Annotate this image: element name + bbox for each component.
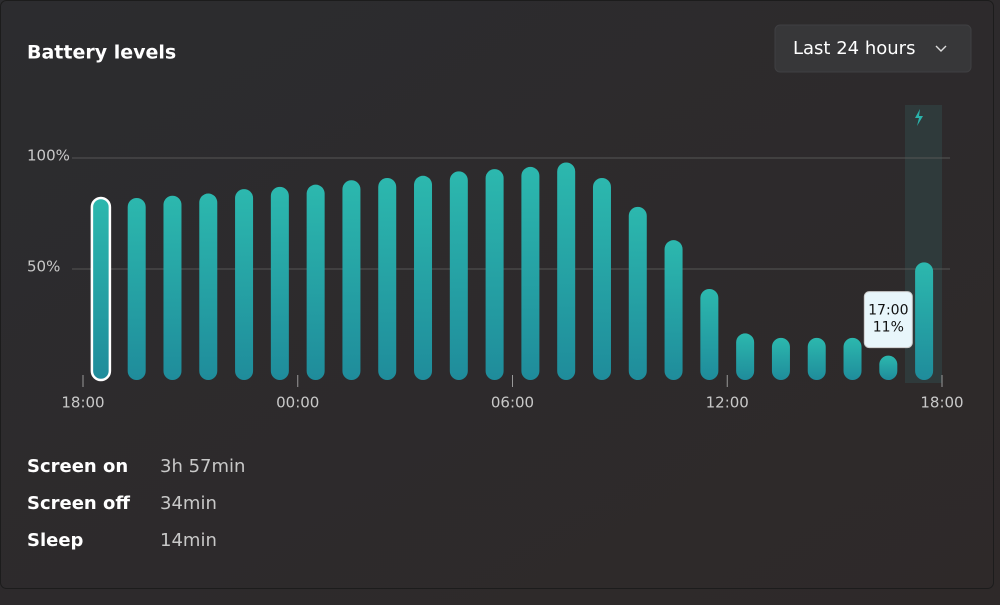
bar: [127, 197, 146, 380]
charging-icon: [915, 109, 923, 126]
bar: [915, 262, 934, 380]
bar: [270, 186, 289, 380]
x-tick-label: 18:00: [920, 394, 963, 412]
bar: [592, 177, 611, 380]
bar: [342, 180, 361, 380]
bar: [521, 166, 540, 380]
bar: [807, 337, 826, 380]
title: Battery levels: [27, 42, 176, 64]
bar: [879, 355, 898, 380]
y-tick-label: 100%: [27, 147, 70, 165]
x-tick-label: 12:00: [706, 394, 749, 412]
bar: [771, 337, 790, 380]
tooltip-text: 11%: [873, 320, 904, 336]
dropdown-label: Last 24 hours: [793, 38, 915, 59]
y-tick-label: 50%: [27, 258, 60, 276]
bar: [736, 333, 755, 380]
tooltip-title: 17:00: [868, 303, 908, 319]
bar: [557, 162, 576, 380]
bar: [199, 193, 218, 380]
stat-label: Screen on: [27, 456, 128, 477]
bar: [664, 240, 683, 380]
bar: [414, 175, 433, 380]
bar: [378, 177, 397, 380]
stat-value: 3h 57min: [160, 456, 245, 477]
x-tick-label: 18:00: [61, 394, 104, 412]
bar: [449, 171, 468, 380]
stat-label: Screen off: [27, 493, 130, 514]
stat-value: 34min: [160, 493, 217, 514]
tooltip: [863, 291, 913, 349]
bar: [90, 196, 112, 382]
bar: [306, 184, 325, 380]
stat-label: Sleep: [27, 530, 84, 551]
stat-value: 14min: [160, 530, 217, 551]
range-dropdown[interactable]: [774, 24, 972, 73]
bar: [485, 169, 504, 380]
bar: [843, 337, 862, 380]
x-tick-label: 06:00: [491, 394, 534, 412]
card-border: [0, 0, 994, 589]
bar: [235, 189, 254, 380]
chevron-icon: [935, 45, 947, 52]
bar: [628, 206, 647, 380]
x-tick-label: 00:00: [276, 394, 319, 412]
stats: Screen on 3h 57min Screen off 34min Sleep 14m…: [27, 456, 245, 551]
bar: [700, 288, 719, 380]
bar: [163, 195, 182, 380]
